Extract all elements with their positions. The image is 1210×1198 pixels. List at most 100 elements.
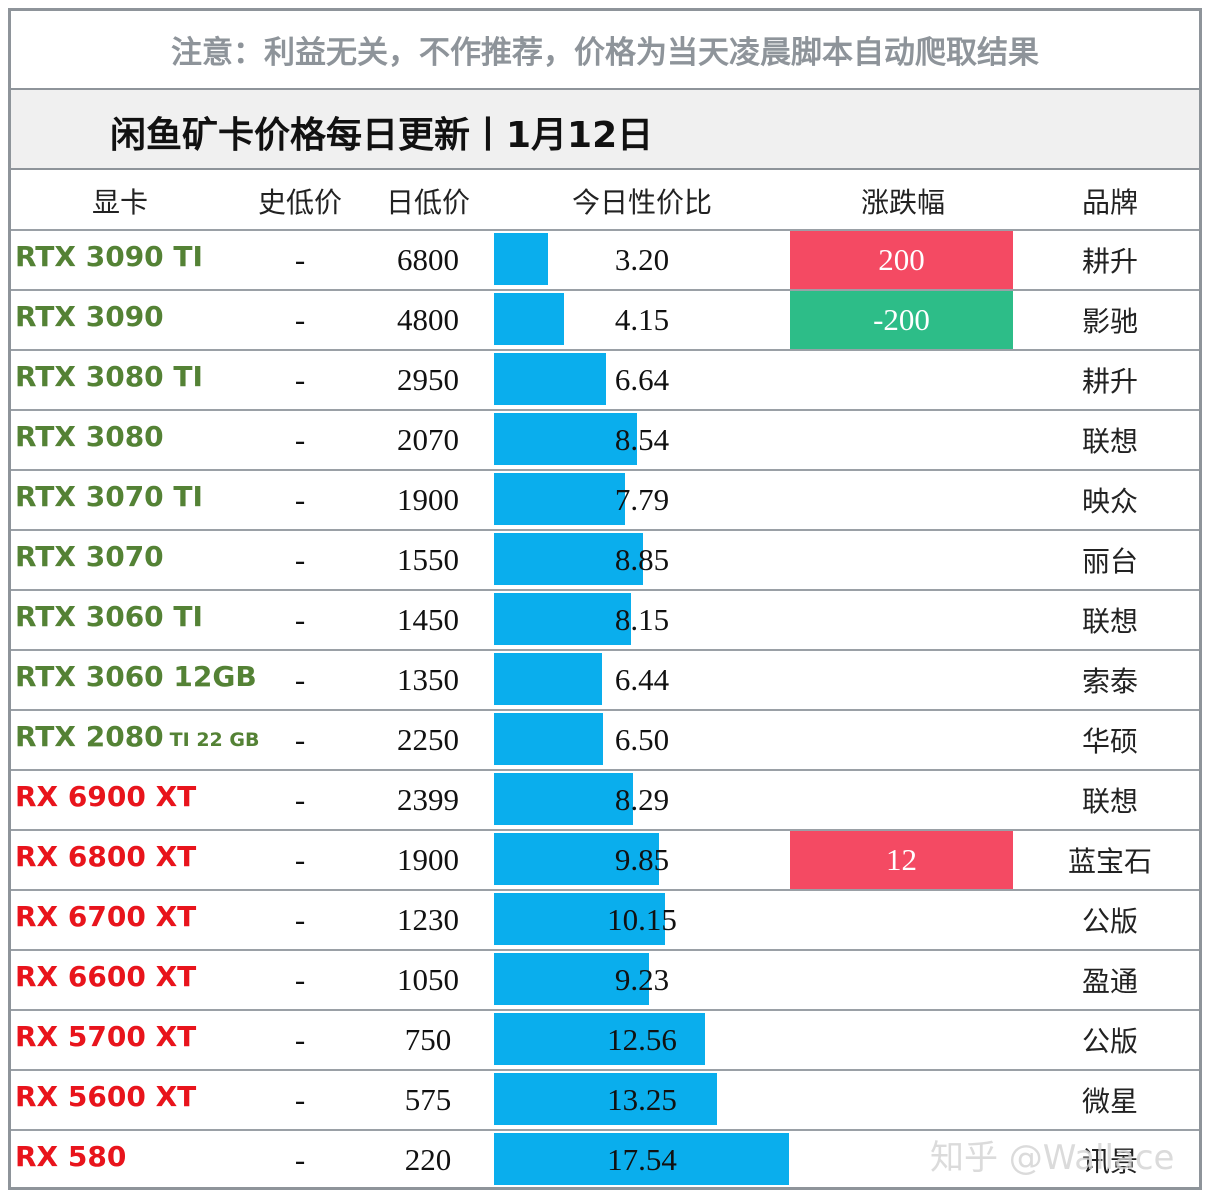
- row-divider: [11, 529, 1199, 531]
- historic-low: -: [294, 962, 306, 997]
- ratio-value: 6.64: [614, 362, 670, 397]
- column-header: 史低价: [257, 186, 342, 219]
- ratio-bar: [494, 533, 643, 585]
- card-name-text: RX 580: [15, 1140, 127, 1173]
- row-divider: [11, 349, 1199, 351]
- card-name: RTX 3070 TI: [15, 480, 203, 520]
- card-name: RX 6600 XT: [15, 960, 196, 1000]
- card-name-text: RX 6700 XT: [15, 900, 197, 933]
- ratio-value: 10.15: [607, 902, 677, 937]
- historic-low: -: [294, 482, 306, 517]
- card-name: RTX 3080: [15, 420, 164, 460]
- ratio-value: 3.20: [614, 242, 670, 277]
- brand: 联想: [1081, 425, 1138, 458]
- card-name-text: RX 5700 XT: [15, 1020, 197, 1053]
- daily-low: 6800: [397, 242, 459, 277]
- card-name-text: RTX 2080: [15, 720, 164, 753]
- card-name-text: RTX 3060 12GB: [15, 660, 257, 693]
- daily-low: 1900: [397, 842, 459, 877]
- ratio-value: 8.54: [614, 422, 670, 457]
- ratio-bar: [494, 593, 631, 645]
- ratio-value: 12.56: [607, 1022, 677, 1057]
- card-name-text: RTX 3060 TI: [15, 600, 203, 633]
- historic-low: -: [294, 302, 306, 337]
- brand: 映众: [1081, 485, 1138, 518]
- historic-low: -: [294, 722, 306, 757]
- row-divider: [11, 649, 1199, 651]
- daily-low: 2250: [397, 722, 459, 757]
- ratio-bar: [494, 353, 606, 405]
- historic-low: -: [294, 362, 306, 397]
- brand: 盈通: [1081, 965, 1138, 998]
- card-name: RTX 3080 TI: [15, 360, 203, 400]
- title: 闲鱼矿卡价格每日更新丨1月12日: [110, 115, 654, 156]
- brand: 公版: [1081, 905, 1138, 938]
- daily-low: 1230: [397, 902, 459, 937]
- historic-low: -: [294, 902, 306, 937]
- daily-low: 1550: [397, 542, 459, 577]
- historic-low: -: [294, 1142, 306, 1177]
- card-name-text: RTX 3080 TI: [15, 360, 203, 393]
- row-divider: [11, 229, 1199, 231]
- card-name: RX 6800 XT: [15, 840, 196, 880]
- row-divider: [11, 409, 1199, 411]
- daily-low: 1450: [397, 602, 459, 637]
- column-header: 日低价: [385, 186, 470, 219]
- brand: 耕升: [1081, 245, 1138, 278]
- daily-low: 1350: [397, 662, 459, 697]
- daily-low: 2399: [397, 782, 459, 817]
- table-border: [8, 8, 1202, 1190]
- card-name-text: RX 6600 XT: [15, 960, 197, 993]
- ratio-value: 8.15: [614, 602, 670, 637]
- historic-low: -: [294, 242, 306, 277]
- ratio-value: 4.15: [614, 302, 670, 337]
- ratio-bar: [494, 773, 634, 825]
- daily-low: 1900: [397, 482, 459, 517]
- ratio-bar: [494, 1133, 789, 1185]
- ratio-bar: [494, 413, 638, 465]
- ratio-bar: [494, 473, 625, 525]
- ratio-bar: [494, 953, 650, 1005]
- row-divider: [11, 709, 1199, 711]
- row-divider: [11, 889, 1199, 891]
- brand: 微星: [1081, 1085, 1138, 1118]
- ratio-value: 6.44: [614, 662, 670, 697]
- ratio-bar: [494, 233, 548, 285]
- daily-low: 220: [404, 1142, 452, 1177]
- card-name: RTX 3060 TI: [15, 600, 203, 640]
- brand: 联想: [1081, 605, 1138, 638]
- brand: 影驰: [1081, 305, 1138, 338]
- card-name-text: RTX 3090 TI: [15, 240, 203, 273]
- card-name-text: RX 6900 XT: [15, 780, 197, 813]
- historic-low: -: [294, 1082, 306, 1117]
- row-divider: [11, 1129, 1199, 1131]
- card-name: RTX 3090 TI: [15, 240, 203, 280]
- daily-low: 575: [404, 1082, 452, 1117]
- change-cell: 12: [790, 831, 1013, 889]
- brand: 联想: [1081, 785, 1138, 818]
- ratio-value: 9.85: [614, 842, 670, 877]
- column-header: 涨跌幅: [860, 186, 945, 219]
- card-suffix: TI 22 GB: [169, 729, 260, 751]
- row-divider: [11, 829, 1199, 831]
- brand: 华硕: [1081, 725, 1138, 758]
- brand: 讯景: [1081, 1145, 1138, 1178]
- card-name: RX 6700 XT: [15, 900, 196, 940]
- daily-low: 2950: [397, 362, 459, 397]
- brand: 耕升: [1081, 365, 1138, 398]
- ratio-value: 13.25: [607, 1082, 677, 1117]
- row-divider: [11, 469, 1199, 471]
- card-name: RX 580: [15, 1140, 126, 1180]
- ratio-bar: [494, 1013, 705, 1065]
- daily-low: 750: [404, 1022, 452, 1057]
- brand: 索泰: [1081, 665, 1138, 698]
- ratio-value: 8.85: [614, 542, 670, 577]
- change-cell: 200: [790, 231, 1013, 289]
- ratio-value: 7.79: [614, 482, 670, 517]
- card-name: RX 6900 XT: [15, 780, 196, 820]
- row-divider: [11, 289, 1199, 291]
- column-header: 显卡: [91, 186, 148, 219]
- row-divider: [11, 589, 1199, 591]
- notice: 注意：利益无关，不作推荐，价格为当天凌晨脚本自动爬取结果: [171, 35, 1039, 71]
- title-bar: [11, 88, 1199, 170]
